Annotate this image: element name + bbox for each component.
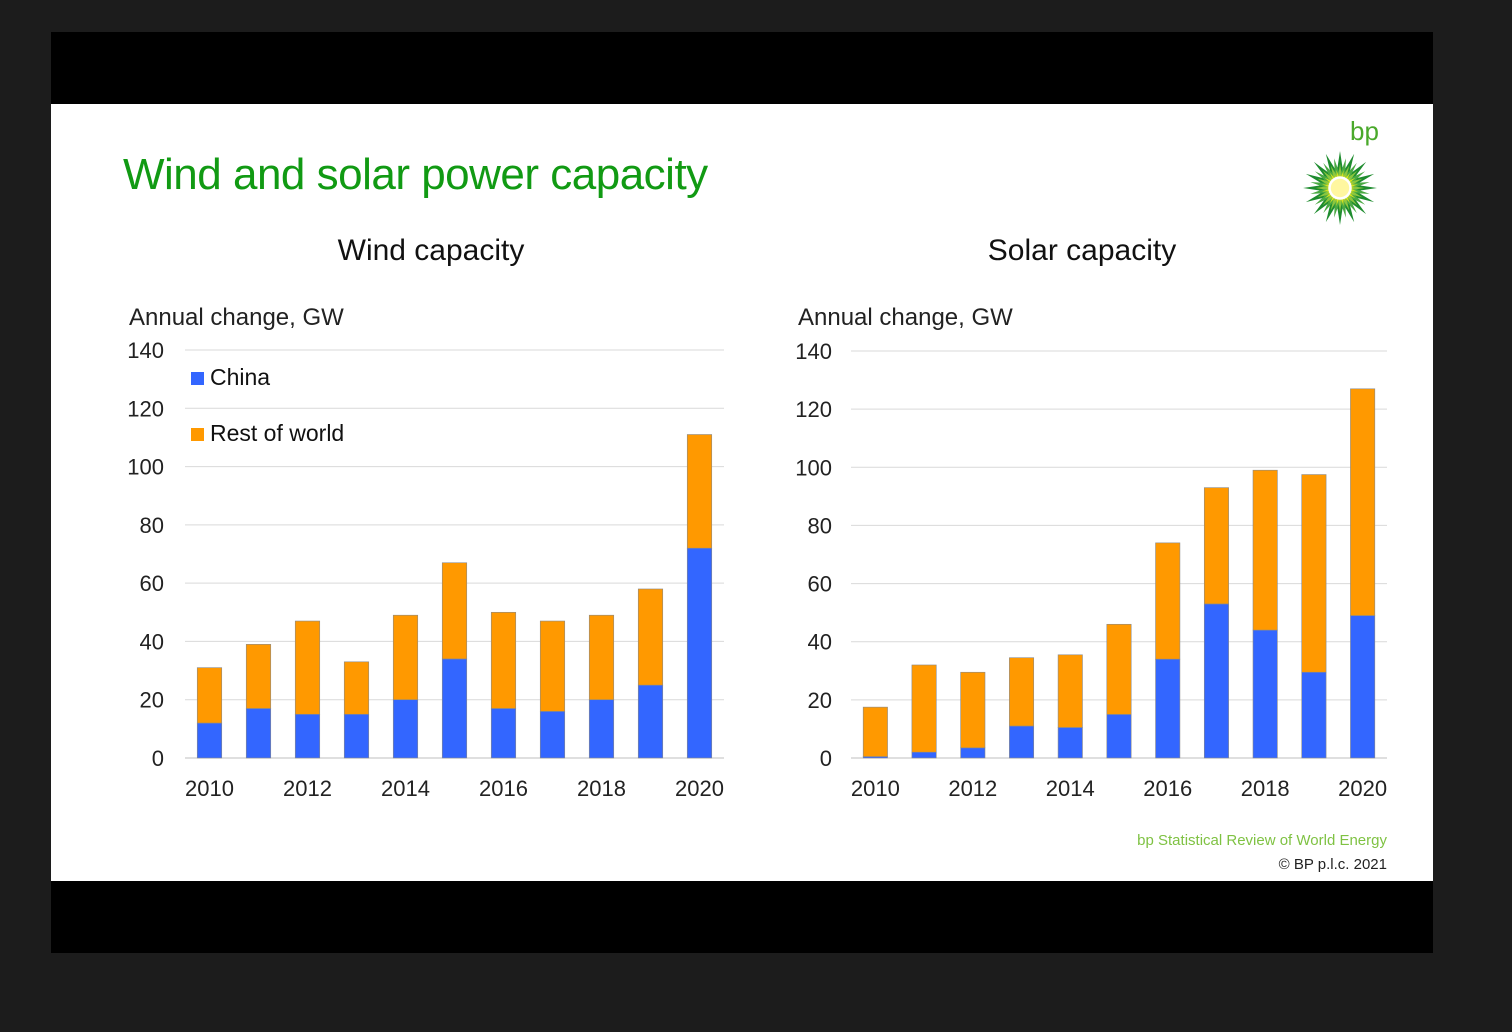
solar-capacity-chart: Solar capacity Annual change, GW 0 20 40 60 80…	[795, 234, 1387, 801]
wind-bar-rest-of-world-2018	[588, 614, 615, 701]
wind-y-tick-label: 0	[152, 746, 164, 771]
wind-bar-china-2019	[637, 684, 664, 759]
wind-bar-rest-of-world-2011	[245, 644, 272, 709]
wind-legend-label-rest-of-world: Rest of world	[210, 420, 344, 446]
wind-y-tick-label: 100	[127, 455, 164, 480]
solar-bar-rest-of-world-2013	[1009, 657, 1035, 727]
solar-bar-china-2020	[1350, 615, 1376, 759]
solar-bar-rest-of-world-2014	[1057, 654, 1083, 728]
wind-bar-china-2017	[539, 711, 566, 759]
solar-bar-china-2014	[1057, 727, 1083, 759]
wind-x-tick-label: 2016	[479, 776, 528, 801]
wind-bar-rest-of-world-2010	[196, 667, 223, 724]
wind-chart-title: Wind capacity	[338, 234, 525, 267]
source-note: bp Statistical Review of World Energy	[1137, 832, 1387, 849]
solar-x-tick-label: 2014	[1046, 776, 1095, 801]
solar-bar-rest-of-world-2019	[1301, 474, 1327, 673]
solar-bar-china-2016	[1155, 658, 1181, 759]
solar-x-tick-label: 2010	[851, 776, 900, 801]
wind-bar-china-2020	[686, 547, 713, 759]
wind-bar-rest-of-world-2014	[392, 614, 419, 701]
wind-bar-china-2016	[490, 708, 517, 759]
wind-bar-china-2012	[294, 713, 321, 759]
solar-y-tick-label: 20	[808, 688, 832, 713]
wind-x-tick-label: 2014	[381, 776, 430, 801]
wind-y-axis-label: Annual change, GW	[129, 304, 344, 331]
solar-bar-china-2015	[1106, 714, 1132, 759]
wind-x-tick-label: 2020	[675, 776, 724, 801]
wind-y-tick-label: 80	[140, 513, 164, 538]
solar-bar-china-2018	[1252, 629, 1278, 759]
wind-y-tick-label: 120	[127, 396, 164, 421]
solar-bar-rest-of-world-2018	[1252, 469, 1278, 631]
solar-chart-title: Solar capacity	[988, 234, 1176, 267]
wind-bar-rest-of-world-2013	[343, 661, 370, 715]
solar-bar-rest-of-world-2017	[1203, 487, 1229, 605]
solar-bar-rest-of-world-2015	[1106, 623, 1132, 715]
solar-bar-china-2012	[960, 747, 986, 759]
solar-y-tick-label: 120	[795, 397, 832, 422]
solar-bar-china-2019	[1301, 671, 1327, 759]
solar-x-tick-label: 2018	[1241, 776, 1290, 801]
solar-bar-rest-of-world-2010	[862, 706, 888, 757]
solar-y-tick-label: 100	[795, 455, 832, 480]
wind-legend-swatch-china	[191, 372, 204, 385]
wind-bar-china-2013	[343, 713, 370, 759]
wind-bar-rest-of-world-2016	[490, 611, 517, 709]
wind-bar-rest-of-world-2012	[294, 620, 321, 715]
solar-x-tick-label: 2020	[1338, 776, 1387, 801]
wind-bar-china-2018	[588, 699, 615, 759]
solar-bar-rest-of-world-2020	[1350, 388, 1376, 616]
solar-y-tick-label: 80	[808, 513, 832, 538]
wind-y-tick-label: 140	[127, 338, 164, 363]
solar-x-tick-label: 2012	[948, 776, 997, 801]
wind-bar-china-2010	[196, 722, 223, 759]
slide-title: Wind and solar power capacity	[123, 150, 708, 199]
wind-y-tick-label: 20	[140, 688, 164, 713]
solar-bar-rest-of-world-2011	[911, 664, 937, 753]
solar-y-axis-label: Annual change, GW	[798, 304, 1013, 331]
bp-logo-text: bp	[1350, 116, 1379, 146]
wind-x-tick-label: 2012	[283, 776, 332, 801]
solar-y-tick-label: 40	[808, 630, 832, 655]
wind-y-tick-label: 40	[140, 629, 164, 654]
wind-capacity-chart: Wind capacity Annual change, GW 0 20 40 60 80 1…	[127, 234, 724, 801]
solar-y-tick-label: 60	[808, 572, 832, 597]
solar-y-tick-label: 0	[820, 746, 832, 771]
wind-y-tick-label: 60	[140, 571, 164, 596]
solar-y-tick-label: 140	[795, 339, 832, 364]
solar-x-tick-label: 2016	[1143, 776, 1192, 801]
copyright-note: © BP p.l.c. 2021	[1278, 856, 1387, 873]
wind-bar-rest-of-world-2017	[539, 620, 566, 712]
solar-bar-rest-of-world-2012	[960, 671, 986, 749]
solar-bar-china-2017	[1203, 603, 1229, 759]
wind-bar-rest-of-world-2015	[441, 562, 468, 660]
wind-bar-china-2014	[392, 699, 419, 759]
wind-x-tick-label: 2018	[577, 776, 626, 801]
wind-x-tick-label: 2010	[185, 776, 234, 801]
helios-sunburst-icon	[1303, 151, 1377, 225]
wind-legend-swatch-rest-of-world	[191, 428, 204, 441]
wind-bar-rest-of-world-2020	[686, 434, 713, 549]
wind-bar-rest-of-world-2019	[637, 588, 664, 686]
wind-legend-label-china: China	[210, 364, 270, 390]
solar-bar-china-2011	[911, 751, 937, 759]
solar-bar-rest-of-world-2016	[1155, 542, 1181, 660]
wind-bar-china-2011	[245, 708, 272, 759]
solar-bar-china-2013	[1009, 725, 1035, 759]
slide: Wind and solar power capacity bp Wind ca…	[51, 104, 1433, 881]
wind-bar-china-2015	[441, 658, 468, 759]
